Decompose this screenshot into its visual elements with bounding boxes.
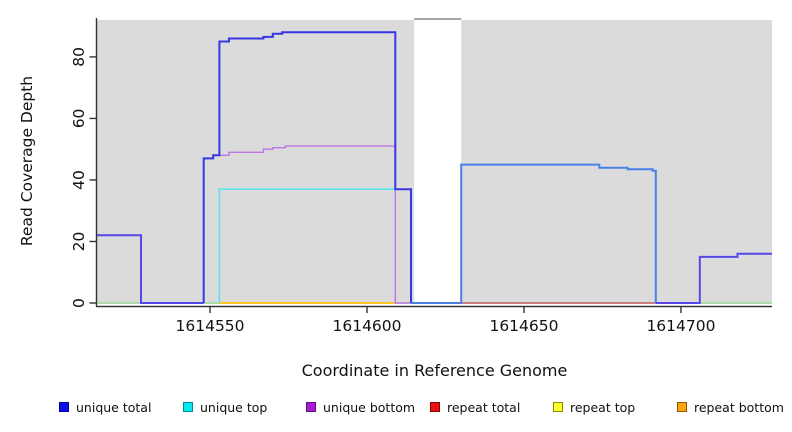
- legend-item-unique-total: unique total: [59, 398, 151, 416]
- legend-label: unique bottom: [323, 399, 416, 415]
- legend-swatch-icon: [553, 402, 563, 412]
- legend-swatch-icon: [677, 402, 687, 412]
- legend-item-unique-bottom: unique bottom: [306, 398, 415, 416]
- legend-item-unique-top: unique top: [183, 398, 267, 416]
- x-axis-title: Coordinate in Reference Genome: [301, 361, 568, 380]
- legend-label: unique top: [200, 399, 268, 415]
- x-tick-label: 1614600: [332, 317, 401, 335]
- legend-swatch-icon: [183, 402, 193, 412]
- legend-label: repeat bottom: [694, 399, 784, 415]
- series-line-unique-total-right: [655, 252, 772, 304]
- x-tick-label: 1614650: [489, 317, 558, 335]
- legend-item-repeat-top: repeat top: [553, 398, 635, 416]
- y-tick-label: 20: [70, 232, 88, 252]
- series-line-unique-total-left: [97, 234, 204, 304]
- legend-label: unique total: [76, 399, 152, 415]
- x-tick-label: 1614550: [176, 317, 245, 335]
- legend-label: repeat top: [570, 399, 636, 415]
- legend-item-repeat-bottom: repeat bottom: [677, 398, 784, 416]
- series-line-unique-total-mid: [411, 163, 657, 304]
- coverage-plot: 1614550 1614600 1614650 1614700 0 20 40 60 80: [70, 18, 772, 335]
- y-tick-label: 80: [70, 47, 88, 67]
- series-line-unique-top: [218, 188, 396, 303]
- legend-label: repeat total: [447, 399, 521, 415]
- legend-item-repeat-total: repeat total: [430, 398, 520, 416]
- uncovered-region: [414, 20, 462, 304]
- legend: unique total unique top unique bottom repea…: [0, 398, 792, 420]
- y-tick-label: 0: [70, 298, 88, 308]
- x-tick-label: 1614700: [646, 317, 715, 335]
- legend-swatch-icon: [59, 402, 69, 412]
- y-tick-label: 60: [70, 109, 88, 129]
- series-line-unique-total-main: [202, 31, 412, 303]
- y-tick-label: 40: [70, 170, 88, 190]
- legend-swatch-icon: [430, 402, 440, 412]
- legend-swatch-icon: [306, 402, 316, 412]
- y-axis-title: Read Coverage Depth: [18, 75, 36, 247]
